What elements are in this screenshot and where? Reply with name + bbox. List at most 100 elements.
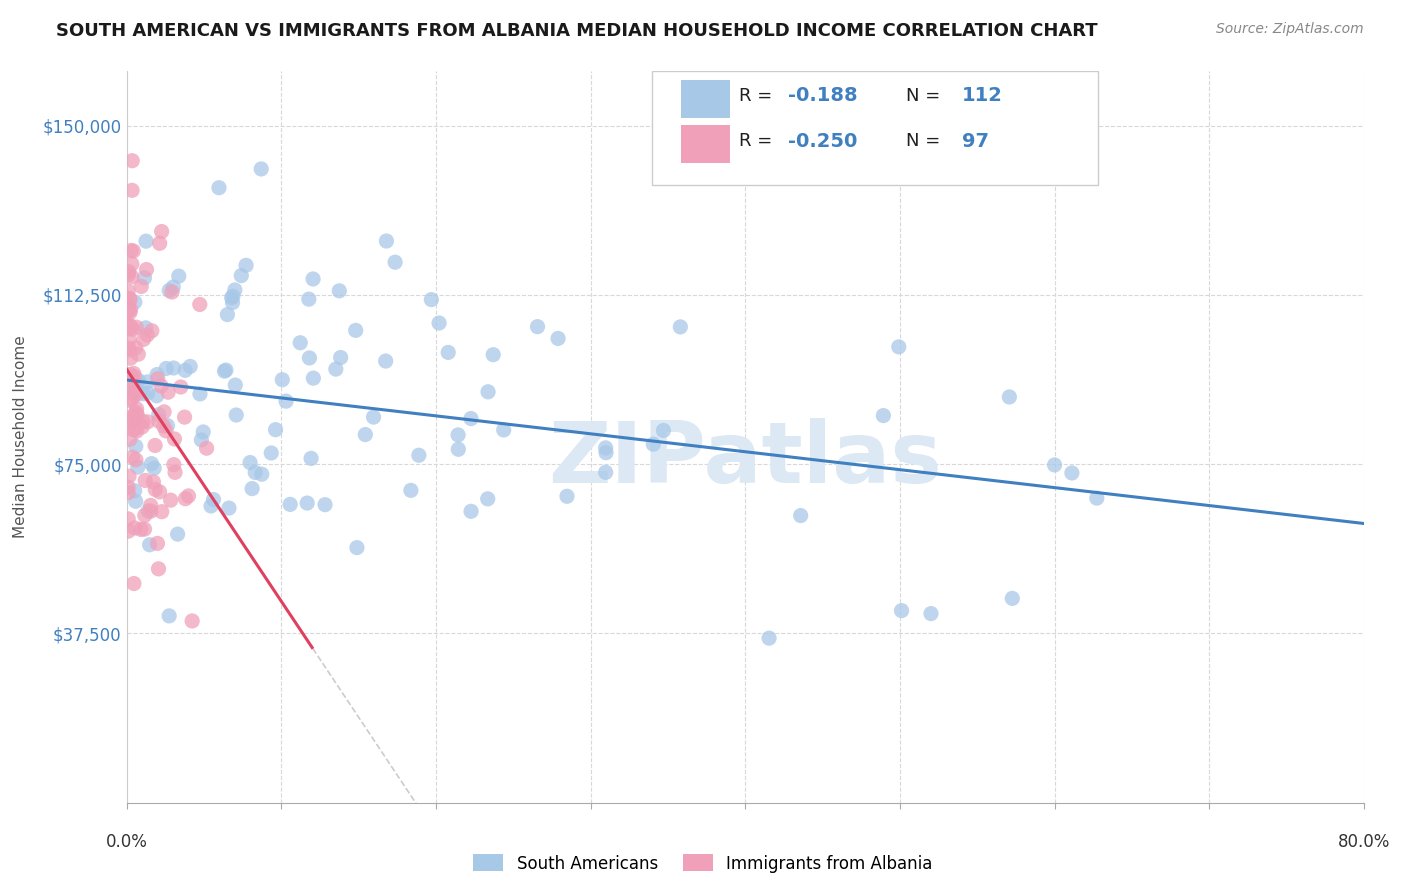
Point: [460, 504, 482, 518]
Point: [163, 458, 186, 472]
Point: [278, 497, 301, 511]
Point: [117, 284, 139, 298]
Point: [132, 387, 155, 401]
Point: [162, 361, 184, 376]
Text: -0.188: -0.188: [789, 87, 858, 105]
Point: [179, 359, 201, 374]
Point: [159, 493, 181, 508]
Point: [264, 423, 287, 437]
Y-axis label: Median Household Income: Median Household Income: [14, 335, 28, 539]
Point: [225, 408, 247, 422]
Point: [260, 446, 283, 460]
Point: [139, 499, 162, 513]
Point: [125, 408, 148, 422]
Text: R =: R =: [740, 87, 778, 104]
Point: [166, 527, 188, 541]
Point: [890, 604, 912, 618]
Point: [399, 483, 422, 498]
Point: [118, 368, 141, 382]
Point: [526, 319, 548, 334]
Text: 97: 97: [962, 131, 988, 151]
Point: [118, 305, 141, 319]
Point: [118, 303, 141, 318]
Point: [121, 269, 143, 284]
FancyBboxPatch shape: [652, 71, 1098, 185]
Point: [437, 345, 460, 359]
Point: [329, 351, 352, 365]
Point: [177, 489, 200, 503]
Text: 112: 112: [962, 87, 1002, 105]
Point: [221, 295, 243, 310]
Point: [325, 362, 347, 376]
Point: [1085, 491, 1108, 505]
Point: [118, 410, 141, 425]
Point: [117, 268, 139, 282]
Point: [295, 496, 318, 510]
Point: [143, 483, 166, 497]
Point: [167, 269, 190, 284]
Point: [222, 289, 245, 303]
Point: [124, 483, 146, 498]
Point: [155, 424, 177, 438]
Point: [181, 614, 204, 628]
Point: [1060, 466, 1083, 480]
Point: [188, 387, 211, 401]
Point: [118, 432, 141, 446]
Point: [134, 508, 156, 523]
Point: [125, 494, 148, 508]
Point: [217, 308, 239, 322]
Text: 0.0%: 0.0%: [105, 833, 148, 851]
Point: [188, 297, 211, 311]
Point: [121, 322, 143, 336]
Point: [231, 268, 253, 283]
Point: [153, 405, 176, 419]
Point: [595, 466, 617, 480]
Point: [218, 501, 240, 516]
Point: [136, 386, 159, 401]
Point: [174, 363, 197, 377]
Point: [157, 385, 180, 400]
Point: [120, 293, 142, 307]
Point: [354, 427, 377, 442]
Point: [193, 425, 215, 439]
Point: [132, 415, 155, 429]
Point: [460, 411, 482, 425]
Point: [118, 320, 141, 334]
Point: [148, 562, 170, 576]
Point: [789, 508, 811, 523]
Point: [145, 389, 167, 403]
Point: [121, 183, 143, 197]
Point: [131, 420, 153, 434]
Point: [887, 340, 910, 354]
Point: [482, 348, 505, 362]
Text: N =: N =: [905, 87, 946, 104]
Point: [447, 442, 470, 457]
Point: [122, 244, 145, 258]
Point: [127, 373, 149, 387]
Point: [121, 422, 143, 436]
Point: [117, 322, 139, 336]
Text: ZIPatlas: ZIPatlas: [548, 417, 942, 500]
Point: [127, 347, 149, 361]
Point: [299, 451, 322, 466]
Point: [129, 279, 152, 293]
Point: [122, 576, 145, 591]
Point: [135, 262, 157, 277]
Point: [117, 341, 139, 355]
FancyBboxPatch shape: [681, 79, 730, 118]
Point: [344, 323, 367, 337]
Point: [120, 302, 142, 317]
Point: [121, 412, 143, 426]
Point: [136, 328, 159, 343]
Point: [121, 450, 143, 465]
Point: [290, 335, 312, 350]
Point: [150, 225, 173, 239]
Point: [235, 258, 257, 272]
Point: [118, 291, 141, 305]
Point: [124, 385, 146, 400]
Point: [149, 236, 172, 251]
Point: [492, 423, 515, 437]
Point: [134, 270, 156, 285]
Point: [998, 390, 1021, 404]
Point: [224, 378, 246, 392]
